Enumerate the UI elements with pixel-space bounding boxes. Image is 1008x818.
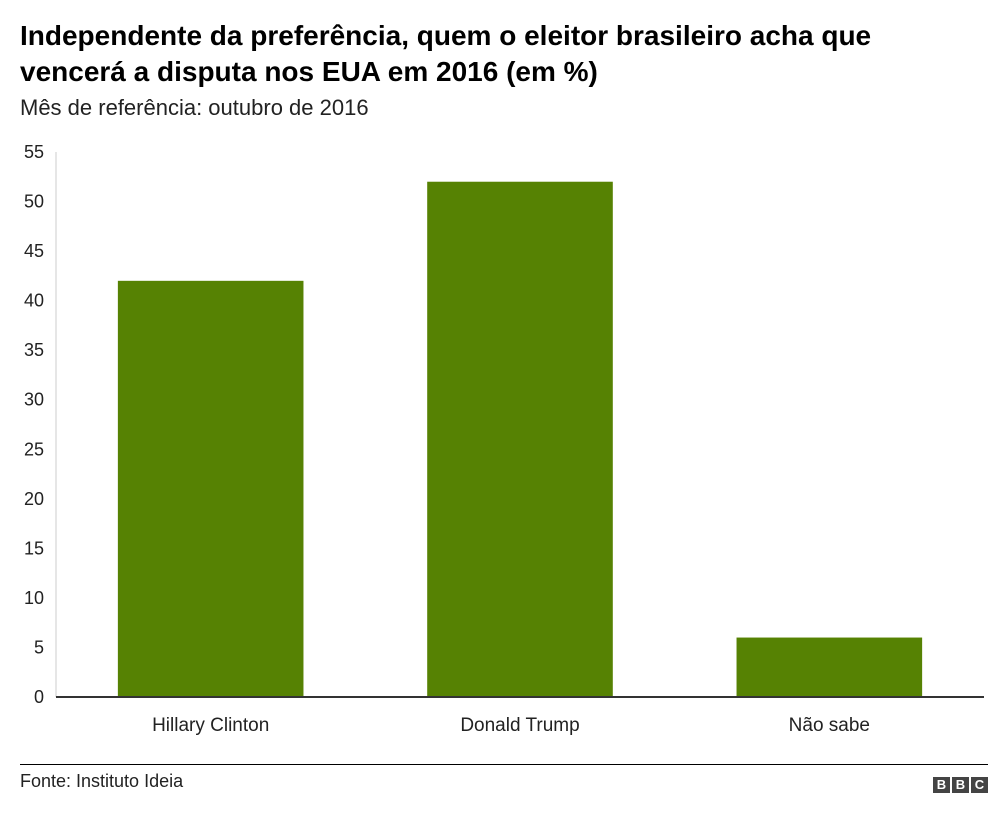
chart-subtitle: Mês de referência: outubro de 2016 <box>20 95 369 120</box>
bar <box>117 280 304 697</box>
y-tick-label: 35 <box>24 340 44 360</box>
bbc-logo-letter: B <box>952 777 969 793</box>
y-tick-label: 40 <box>24 291 44 311</box>
footer-divider <box>20 764 988 765</box>
y-tick-label: 10 <box>24 588 44 608</box>
bar <box>427 181 613 697</box>
y-tick-label: 45 <box>24 241 44 261</box>
x-tick-label: Donald Trump <box>460 715 579 736</box>
y-axis-ticks: 0 5 10 15 20 25 30 35 40 45 50 55 <box>24 142 44 707</box>
x-axis-labels: Hillary Clinton Donald Trump Não sabe <box>152 715 870 736</box>
bar-chart: 0 5 10 15 20 25 30 35 40 45 50 55 Hillary Clinton Do… <box>24 142 984 736</box>
y-tick-label: 5 <box>34 637 44 657</box>
chart-title: Independente da preferência, quem o elei… <box>20 20 872 87</box>
y-tick-label: 50 <box>24 192 44 212</box>
y-tick-label: 30 <box>24 390 44 410</box>
source-note: Fonte: Instituto Ideia <box>20 771 184 791</box>
bars <box>117 181 923 697</box>
bbc-logo-letter: C <box>971 777 988 793</box>
y-tick-label: 0 <box>34 687 44 707</box>
y-tick-label: 55 <box>24 142 44 162</box>
y-tick-label: 15 <box>24 538 44 558</box>
y-tick-label: 25 <box>24 439 44 459</box>
x-tick-label: Hillary Clinton <box>152 715 269 736</box>
bar <box>736 637 923 697</box>
y-tick-label: 20 <box>24 489 44 509</box>
bbc-logo: B B C <box>933 777 988 793</box>
x-tick-label: Não sabe <box>789 715 870 736</box>
bbc-logo-letter: B <box>933 777 950 793</box>
